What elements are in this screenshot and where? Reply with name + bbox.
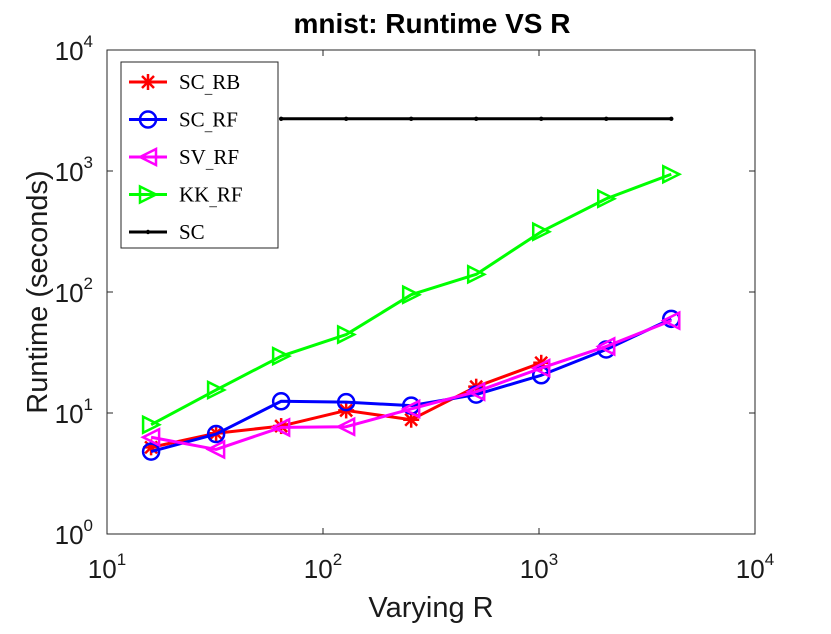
- legend-label: KK_RF: [179, 183, 243, 210]
- data-point-triangle-right: [662, 164, 683, 185]
- x-tick-base: 10: [88, 554, 117, 584]
- y-tick-exponent: 3: [84, 153, 93, 172]
- data-point-circle: [271, 392, 291, 411]
- y-tick-base: 10: [55, 157, 84, 187]
- series-line: [150, 319, 672, 451]
- x-axis-title: Varying R: [368, 592, 493, 624]
- legend-label-underscore: _: [204, 81, 213, 97]
- x-tick-base: 10: [304, 554, 333, 584]
- legend-label-suffix: RB: [212, 70, 240, 94]
- y-tick-base: 10: [55, 36, 84, 66]
- x-tick-label: 104: [736, 550, 774, 584]
- y-tick-exponent: 4: [84, 32, 93, 51]
- data-point-triangle-left: [137, 146, 158, 168]
- legend-label-prefix: SC: [179, 108, 205, 132]
- data-point-triangle-right: [141, 414, 162, 435]
- data-point-triangle-right: [531, 221, 553, 242]
- y-tick-exponent: 2: [84, 274, 93, 293]
- legend-label-prefix: SC: [179, 220, 205, 244]
- data-point-dot: [669, 116, 674, 122]
- x-tick-base: 10: [520, 554, 549, 584]
- legend-item: SC_RB: [129, 70, 240, 97]
- legend-label: SV_RF: [179, 145, 239, 172]
- data-point-triangle-left: [660, 310, 681, 331]
- legend-label-underscore: _: [204, 119, 213, 135]
- x-tick-label: 103: [520, 550, 558, 584]
- series-layer: [140, 116, 683, 461]
- data-point-dot: [343, 116, 349, 122]
- data-point-triangle-left: [270, 417, 291, 438]
- data-point-circle: [141, 442, 161, 461]
- series-line: [150, 172, 672, 427]
- y-tick-label: 103: [55, 153, 93, 187]
- y-tick-label: 102: [55, 274, 93, 308]
- data-point-circle: [138, 110, 158, 129]
- series-sv-rf: [140, 310, 681, 460]
- data-point-dot: [278, 116, 284, 122]
- legend-label-suffix: RF: [212, 108, 238, 132]
- data-point-circle: [336, 392, 356, 412]
- legend-item: SC: [129, 220, 205, 244]
- data-point-dot: [604, 116, 609, 122]
- data-point-triangle-right: [596, 188, 618, 209]
- data-point-triangle-right: [271, 346, 292, 367]
- data-point-dot: [539, 116, 544, 122]
- legend-item: SV_RF: [129, 145, 239, 172]
- legend-label-underscore: _: [205, 156, 214, 172]
- data-point-triangle-left: [335, 416, 356, 437]
- legend-label-suffix: RF: [213, 145, 239, 169]
- y-tick-label: 100: [55, 516, 93, 550]
- y-tick-exponent: 1: [84, 395, 93, 414]
- data-point-circle: [206, 424, 226, 444]
- chart-title: mnist: Runtime VS R: [294, 8, 571, 39]
- x-tick-label: 102: [304, 550, 342, 584]
- axis-ticks: [106, 49, 756, 535]
- data-point-star: [140, 74, 156, 90]
- x-tick-exponent: 2: [333, 550, 342, 569]
- y-tick-exponent: 0: [84, 516, 93, 535]
- data-point-triangle-left: [530, 358, 551, 379]
- series-sc: [278, 116, 674, 122]
- x-tick-exponent: 4: [765, 550, 774, 569]
- x-tick-exponent: 1: [117, 550, 126, 569]
- data-point-triangle-left: [400, 398, 421, 419]
- data-point-triangle-left: [205, 439, 226, 460]
- data-point-triangle-right: [336, 324, 357, 345]
- data-point-dot: [408, 116, 414, 122]
- data-point-dot: [474, 116, 479, 122]
- legend-label-prefix: SV: [179, 145, 206, 169]
- legend-label-suffix: RF: [217, 183, 243, 207]
- legend-box: [120, 61, 279, 249]
- legend-label: SC_RF: [179, 108, 238, 135]
- data-point-triangle-right: [466, 264, 487, 285]
- legend-label-prefix: KK: [179, 183, 209, 207]
- y-tick-label: 101: [55, 395, 93, 429]
- data-point-triangle-right: [138, 184, 159, 205]
- y-tick-base: 10: [55, 399, 84, 429]
- legend-item: KK_RF: [129, 183, 243, 210]
- data-point-triangle-left: [140, 427, 161, 448]
- x-tick-exponent: 3: [549, 550, 558, 569]
- data-point-dot: [145, 229, 151, 235]
- y-tick-base: 10: [55, 520, 84, 550]
- y-axis-title: Runtime (seconds): [22, 170, 54, 413]
- legend-item: SC_RF: [129, 108, 238, 135]
- x-tick-label: 101: [88, 550, 126, 584]
- data-point-triangle-right: [401, 284, 422, 305]
- legend-label: SC_RB: [179, 70, 240, 97]
- data-point-triangle-right: [206, 379, 227, 400]
- legend-label-prefix: SC: [179, 70, 205, 94]
- data-point-triangle-left: [595, 336, 616, 357]
- legend-label: SC: [179, 220, 205, 244]
- legend-label-underscore: _: [208, 194, 217, 210]
- y-tick-label: 104: [55, 32, 93, 66]
- y-tick-base: 10: [55, 278, 84, 308]
- series-kk-rf: [141, 164, 683, 435]
- data-point-triangle-left: [465, 381, 486, 402]
- x-tick-base: 10: [736, 554, 765, 584]
